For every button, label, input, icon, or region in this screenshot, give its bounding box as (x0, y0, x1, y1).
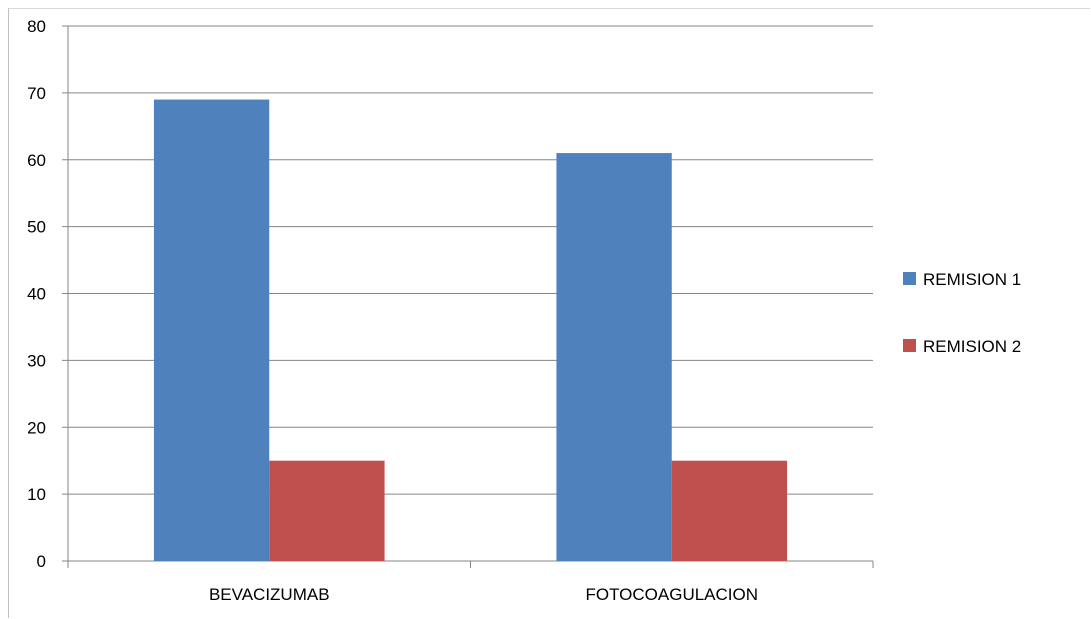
y-tick-label: 50 (27, 218, 46, 237)
chart-frame (8, 8, 1090, 618)
legend-label: REMISION 1 (923, 270, 1021, 289)
bar-remision-1-fotocoagulacion (556, 153, 672, 561)
bars (153, 99, 788, 561)
x-category-label: FOTOCOAGULACION (585, 585, 758, 604)
legend-swatch (903, 339, 916, 352)
y-tick-label: 60 (27, 151, 46, 170)
bar-remision-2-bevacizumab (269, 460, 385, 561)
y-tick-label: 40 (27, 285, 46, 304)
y-tick-label: 10 (27, 485, 46, 504)
bar-remision-2-fotocoagulacion (671, 460, 788, 561)
x-category-label: BEVACIZUMAB (209, 585, 330, 604)
y-tick-label: 30 (27, 351, 46, 370)
y-tick-label: 80 (27, 17, 46, 36)
y-tick-label: 0 (37, 552, 46, 571)
gridlines (68, 25, 873, 495)
legend-swatch (903, 272, 916, 285)
bar-remision-1-bevacizumab (153, 99, 270, 561)
legend: REMISION 1 REMISION 2 (903, 270, 1021, 356)
y-tick-label: 20 (27, 418, 46, 437)
legend-label: REMISION 2 (923, 337, 1021, 356)
y-tick-label: 70 (27, 84, 46, 103)
axis-labels: 0 10 20 30 40 50 60 70 80 BEVACIZUMAB FOTOCOAGULAC… (27, 17, 758, 604)
